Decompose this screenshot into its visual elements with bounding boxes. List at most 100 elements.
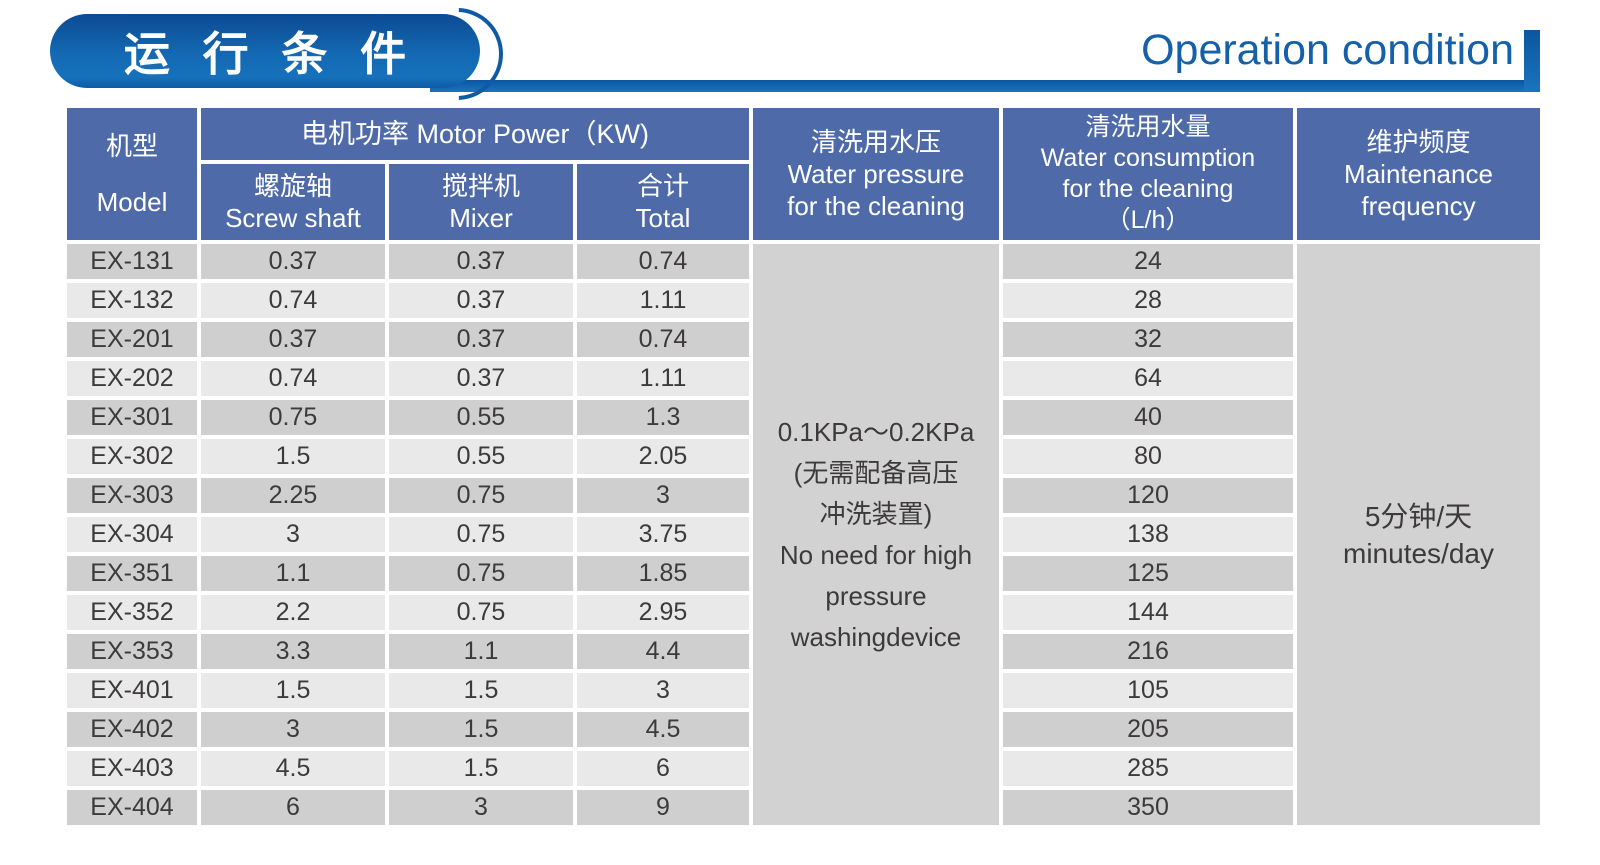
row-model-label: EX-353 bbox=[67, 634, 197, 669]
cell-screw: 4.5 bbox=[201, 751, 385, 786]
cell-mixer: 0.75 bbox=[389, 478, 573, 513]
cell-total: 0.74 bbox=[577, 322, 749, 357]
row-model-label: EX-302 bbox=[67, 439, 197, 474]
column-header-maintenance-zh: 维护频度 bbox=[1366, 127, 1471, 157]
cell-total: 6 bbox=[577, 751, 749, 786]
column-header-maintenance: 维护频度 Maintenance frequency bbox=[1297, 108, 1540, 240]
title-underline bbox=[430, 80, 1540, 92]
row-model-label: EX-301 bbox=[67, 400, 197, 435]
cell-screw: 0.74 bbox=[201, 361, 385, 396]
cell-water: 285 bbox=[1003, 751, 1293, 786]
row-model-label: EX-132 bbox=[67, 283, 197, 318]
pressure-line: washingdevice bbox=[790, 621, 962, 652]
cell-total: 4.5 bbox=[577, 712, 749, 747]
column-header-consumption-zh: 清洗用水量 bbox=[1085, 113, 1211, 141]
cell-mixer: 0.55 bbox=[389, 400, 573, 435]
row-model-label: EX-201 bbox=[67, 322, 197, 357]
cell-water: 350 bbox=[1003, 790, 1293, 825]
cell-water: 120 bbox=[1003, 478, 1293, 513]
column-header-mixer-zh: 搅拌机 bbox=[441, 171, 520, 201]
column-header-total-en: Total bbox=[635, 203, 691, 233]
cell-mixer: 0.37 bbox=[389, 244, 573, 279]
cell-screw: 3 bbox=[201, 712, 385, 747]
cell-total: 1.3 bbox=[577, 400, 749, 435]
maintenance-line: 5分钟/天 bbox=[1364, 500, 1473, 532]
cell-total: 3 bbox=[577, 673, 749, 708]
column-header-pressure-en1: Water pressure bbox=[787, 159, 965, 189]
pressure-line: (无需配备高压 bbox=[793, 457, 959, 488]
column-header-total: 合计 Total bbox=[577, 164, 749, 240]
pressure-line: 冲洗装置) bbox=[819, 498, 933, 529]
cell-screw: 2.2 bbox=[201, 595, 385, 630]
cell-mixer: 1.5 bbox=[389, 712, 573, 747]
cell-water: 64 bbox=[1003, 361, 1293, 396]
row-model-label: EX-202 bbox=[67, 361, 197, 396]
row-model-label: EX-403 bbox=[67, 751, 197, 786]
column-header-consumption-en2: for the cleaning bbox=[1062, 175, 1234, 203]
row-model-label: EX-131 bbox=[67, 244, 197, 279]
page-title-en: Operation condition bbox=[1141, 26, 1514, 74]
cell-mixer: 0.75 bbox=[389, 595, 573, 630]
cell-water: 40 bbox=[1003, 400, 1293, 435]
cell-mixer: 1.1 bbox=[389, 634, 573, 669]
cell-water: 144 bbox=[1003, 595, 1293, 630]
row-model-label: EX-304 bbox=[67, 517, 197, 552]
cell-mixer: 1.5 bbox=[389, 673, 573, 708]
row-model-label: EX-402 bbox=[67, 712, 197, 747]
spec-table: 机型 Model 电机功率 Motor Power（KW) 螺旋轴 Screw … bbox=[67, 108, 1540, 825]
maintenance-merged-cell: 5分钟/天 minutes/day bbox=[1297, 244, 1540, 825]
column-header-water-pressure: 清洗用水压 Water pressure for the cleaning bbox=[753, 108, 999, 240]
cell-water: 24 bbox=[1003, 244, 1293, 279]
cell-water: 80 bbox=[1003, 439, 1293, 474]
cell-total: 1.85 bbox=[577, 556, 749, 591]
cell-total: 9 bbox=[577, 790, 749, 825]
maintenance-line: minutes/day bbox=[1343, 537, 1494, 569]
cell-mixer: 0.75 bbox=[389, 556, 573, 591]
cell-water: 205 bbox=[1003, 712, 1293, 747]
cell-screw: 1.5 bbox=[201, 439, 385, 474]
cell-water: 32 bbox=[1003, 322, 1293, 357]
cell-water: 125 bbox=[1003, 556, 1293, 591]
column-header-motor-power: 电机功率 Motor Power（KW) bbox=[201, 108, 749, 160]
cell-mixer: 0.55 bbox=[389, 439, 573, 474]
cell-mixer: 1.5 bbox=[389, 751, 573, 786]
cell-screw: 0.75 bbox=[201, 400, 385, 435]
cell-screw: 0.37 bbox=[201, 322, 385, 357]
cell-total: 2.05 bbox=[577, 439, 749, 474]
column-header-consumption-unit: （L/h） bbox=[1105, 206, 1191, 234]
cell-screw: 2.25 bbox=[201, 478, 385, 513]
cell-mixer: 3 bbox=[389, 790, 573, 825]
cell-total: 2.95 bbox=[577, 595, 749, 630]
cell-screw: 0.74 bbox=[201, 283, 385, 318]
page-title-zh: 运 行 条 件 bbox=[123, 28, 417, 80]
cell-total: 1.11 bbox=[577, 361, 749, 396]
column-header-maintenance-en1: Maintenance bbox=[1344, 159, 1493, 189]
column-header-water-consumption: 清洗用水量 Water consumption for the cleaning… bbox=[1003, 108, 1293, 240]
cell-screw: 3 bbox=[201, 517, 385, 552]
cell-water: 105 bbox=[1003, 673, 1293, 708]
row-model-label: EX-401 bbox=[67, 673, 197, 708]
column-header-model-zh: 机型 bbox=[105, 131, 158, 161]
column-header-screw-en: Screw shaft bbox=[225, 203, 361, 233]
cell-mixer: 0.37 bbox=[389, 361, 573, 396]
cell-screw: 1.5 bbox=[201, 673, 385, 708]
cell-total: 0.74 bbox=[577, 244, 749, 279]
water-pressure-merged-cell: 0.1KPa～0.2KPa (无需配备高压 冲洗装置) No need for … bbox=[753, 244, 999, 825]
cell-mixer: 0.75 bbox=[389, 517, 573, 552]
column-header-screw-zh: 螺旋轴 bbox=[253, 171, 332, 201]
row-model-label: EX-351 bbox=[67, 556, 197, 591]
cell-mixer: 0.37 bbox=[389, 322, 573, 357]
pressure-line: pressure bbox=[825, 580, 927, 611]
cell-water: 28 bbox=[1003, 283, 1293, 318]
cell-water: 138 bbox=[1003, 517, 1293, 552]
column-header-total-zh: 合计 bbox=[636, 171, 689, 201]
cell-screw: 3.3 bbox=[201, 634, 385, 669]
column-header-pressure-zh: 清洗用水压 bbox=[810, 127, 941, 157]
cell-screw: 0.37 bbox=[201, 244, 385, 279]
row-model-label: EX-352 bbox=[67, 595, 197, 630]
cell-mixer: 0.37 bbox=[389, 283, 573, 318]
column-header-mixer-en: Mixer bbox=[449, 203, 513, 233]
cell-total: 3 bbox=[577, 478, 749, 513]
pressure-line: 0.1KPa～0.2KPa bbox=[777, 416, 975, 447]
